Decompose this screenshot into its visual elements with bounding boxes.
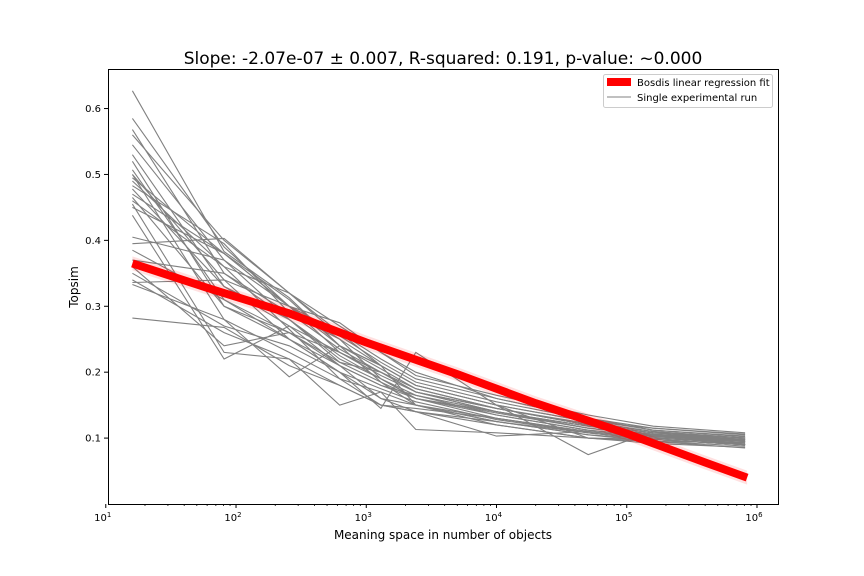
legend-label-regression: Bosdis linear regression fit xyxy=(637,78,770,89)
x-tick-label-3: 104 xyxy=(485,511,503,524)
run-line-27 xyxy=(132,279,746,446)
regression-fit-line xyxy=(131,259,749,482)
run-line-21 xyxy=(132,237,746,438)
x-axis-label: Meaning space in number of objects xyxy=(334,528,552,542)
x-tick-label-4: 105 xyxy=(615,511,632,524)
regression-layer xyxy=(131,256,749,485)
run-line-30 xyxy=(131,174,746,446)
y-tick-label-0: 0.1 xyxy=(85,434,101,445)
run-line-1 xyxy=(131,90,746,446)
x-tick-label-0: 101 xyxy=(94,511,111,524)
y-tick-label-4: 0.5 xyxy=(85,170,101,181)
legend-box xyxy=(603,74,773,108)
runs-layer xyxy=(131,90,746,456)
legend: Bosdis linear regression fit Single expe… xyxy=(603,74,773,108)
legend-label-run: Single experimental run xyxy=(637,93,757,104)
y-axis-label: Topsim xyxy=(67,266,81,309)
run-line-4 xyxy=(131,134,746,436)
y-tick-label-2: 0.3 xyxy=(85,302,101,313)
x-tick-label-5: 106 xyxy=(745,511,763,524)
y-axis-ticks: 0.1 0.2 0.3 0.4 0.5 0.6 xyxy=(85,104,108,445)
chart-title: Slope: -2.07e-07 ± 0.007, R-squared: 0.1… xyxy=(184,49,703,69)
run-line-26 xyxy=(132,279,746,444)
run-line-11 xyxy=(132,180,746,449)
x-axis-ticks: 101 102 103 104 105 106 xyxy=(94,504,763,524)
run-line-3 xyxy=(131,129,746,439)
run-line-9 xyxy=(131,174,746,437)
axes-frame xyxy=(108,69,779,505)
plot-area xyxy=(131,90,749,485)
y-tick-label-1: 0.2 xyxy=(85,368,101,379)
x-tick-label-2: 103 xyxy=(355,511,372,524)
x-tick-label-1: 102 xyxy=(224,511,241,524)
y-tick-label-3: 0.4 xyxy=(85,236,101,247)
run-line-15 xyxy=(131,197,746,448)
y-tick-label-5: 0.6 xyxy=(85,104,101,115)
